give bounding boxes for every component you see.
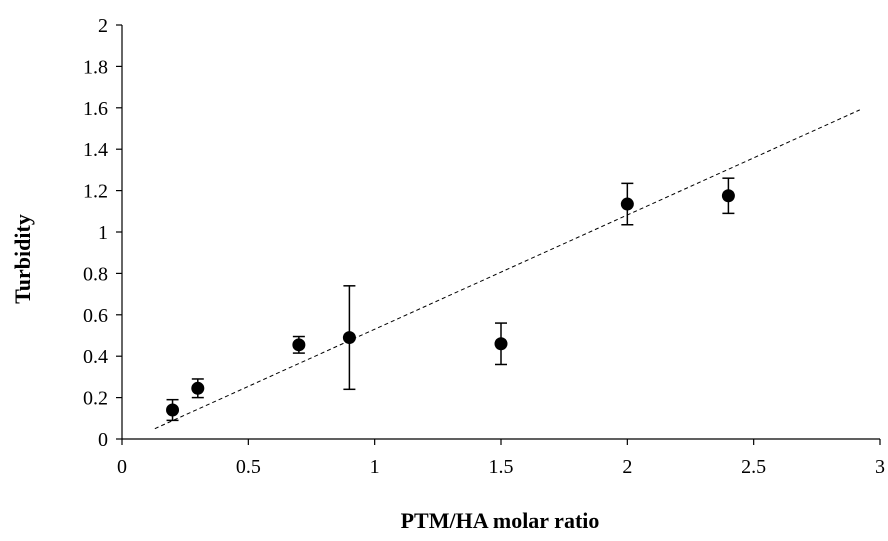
data-point — [292, 338, 306, 352]
x-tick-labels: 0 0.5 1 1.5 2 2.5 3 — [117, 456, 885, 478]
data-point — [166, 403, 180, 417]
y-axis-title: Turbidity — [10, 214, 35, 304]
y-tick-label: 1.2 — [83, 181, 108, 203]
y-tick-label: 0 — [98, 429, 108, 451]
data-point — [494, 337, 508, 351]
y-tick-label: 1.8 — [83, 56, 108, 78]
data-points — [166, 189, 735, 417]
x-tick-label: 1 — [370, 456, 380, 478]
y-tick-label: 2 — [98, 15, 108, 37]
x-tick-label: 2 — [622, 456, 632, 478]
x-axis-title: PTM/HA molar ratio — [401, 508, 600, 533]
data-point — [721, 189, 735, 203]
data-point — [620, 197, 634, 211]
y-tick-label: 0.4 — [83, 346, 108, 368]
x-tick-label: 1.5 — [489, 456, 514, 478]
x-tick-label: 3 — [875, 456, 885, 478]
y-tick-label: 0.8 — [83, 263, 108, 285]
y-tick-label: 1.6 — [83, 98, 108, 120]
x-tick-label: 2.5 — [741, 456, 766, 478]
error-bars — [166, 177, 735, 422]
y-tick-label: 1 — [98, 222, 108, 244]
y-tick-label: 0.6 — [83, 305, 108, 327]
y-tick-labels: 0 0.2 0.4 0.6 0.8 1 1.2 1.4 1.6 1.8 2 — [83, 15, 108, 451]
y-tick-label: 1.4 — [83, 139, 108, 161]
trendline-group — [154, 109, 860, 430]
tick-marks — [116, 24, 881, 445]
trendline — [154, 109, 860, 430]
y-tick-label: 0.2 — [83, 388, 108, 410]
x-tick-label: 0 — [117, 456, 127, 478]
data-point — [191, 381, 205, 395]
axes — [121, 25, 880, 440]
x-tick-label: 0.5 — [236, 456, 261, 478]
data-point — [342, 331, 356, 345]
